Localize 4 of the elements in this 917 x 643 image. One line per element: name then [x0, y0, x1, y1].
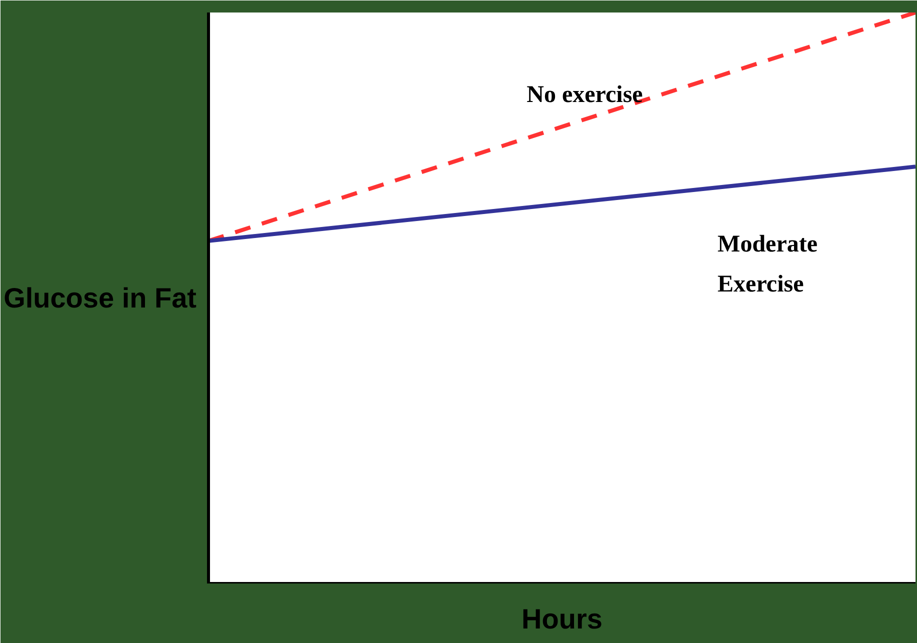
- series-label: No exercise: [526, 82, 644, 108]
- x-axis-title: Hours: [522, 604, 602, 634]
- series-label: Moderate Exercise: [718, 231, 818, 298]
- y-axis-title: Glucose in Fat: [4, 282, 197, 314]
